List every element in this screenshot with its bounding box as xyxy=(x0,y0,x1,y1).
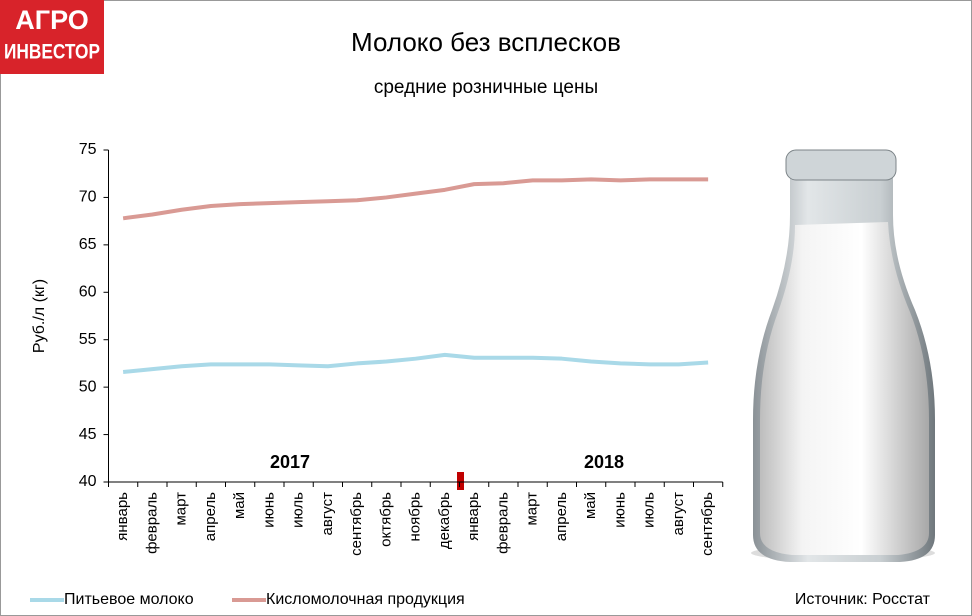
x-tick-label: июль xyxy=(290,492,307,528)
y-tick-label: 55 xyxy=(79,331,97,348)
x-tick-label: апрель xyxy=(202,492,219,541)
x-tick-label: апрель xyxy=(553,492,570,541)
x-tick-label: октябрь xyxy=(377,492,394,547)
x-tick-label: ноябрь xyxy=(407,492,424,542)
x-tick-label: июнь xyxy=(260,492,277,528)
x-tick-label: сентябрь xyxy=(348,492,365,556)
year-divider xyxy=(457,472,464,490)
y-tick-label: 50 xyxy=(79,378,97,395)
x-tick-label: декабрь xyxy=(436,492,453,549)
annotation: 2018 xyxy=(584,452,624,472)
y-axis-label: Руб./л (кг) xyxy=(31,279,48,353)
x-tick-label: июль xyxy=(641,492,658,528)
y-tick-label: 40 xyxy=(79,473,97,490)
y-tick-label: 60 xyxy=(79,284,97,301)
bottle-image xyxy=(751,149,935,562)
x-tick-label: январь xyxy=(465,492,482,541)
annotation: 2017 xyxy=(270,452,310,472)
chart-title: Молоко без всплесков xyxy=(351,27,621,57)
source: Источник: Росстат xyxy=(795,591,931,608)
y-tick-label: 70 xyxy=(79,189,97,206)
legend-label: Питьевое молоко xyxy=(64,591,194,608)
y-tick-label: 75 xyxy=(79,141,97,158)
x-tick-label: март xyxy=(173,492,190,526)
x-tick-label: февраль xyxy=(494,492,511,554)
logo-text: ИНВЕСТОР xyxy=(4,41,100,64)
x-tick-label: сентябрь xyxy=(699,492,716,556)
x-tick-label: август xyxy=(670,492,687,536)
x-tick-label: январь xyxy=(114,492,131,541)
chart-subtitle: средние розничные цены xyxy=(374,77,598,98)
series-line xyxy=(122,177,709,221)
x-tick-label: февраль xyxy=(143,492,160,554)
x-tick-label: май xyxy=(231,492,248,519)
x-tick-label: август xyxy=(319,492,336,536)
legend-label: Кисломолочная продукция xyxy=(266,591,465,608)
y-tick-label: 65 xyxy=(79,236,97,253)
x-tick-label: май xyxy=(582,492,599,519)
x-tick-label: март xyxy=(524,492,541,526)
logo-text: АГРО xyxy=(15,5,88,35)
series-line xyxy=(122,352,709,374)
logo xyxy=(0,0,104,74)
x-tick-label: июнь xyxy=(611,492,628,528)
y-tick-label: 45 xyxy=(79,426,97,443)
